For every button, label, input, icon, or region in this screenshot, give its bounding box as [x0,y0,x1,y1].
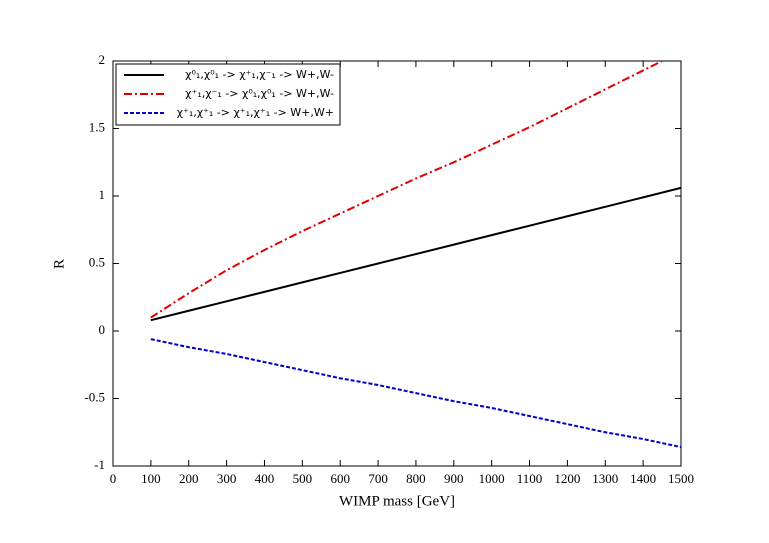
x-tick-label: 1300 [592,471,618,486]
y-tick-label: 0 [99,322,106,337]
x-tick-label: 1500 [668,471,694,486]
x-tick-label: 1000 [479,471,505,486]
y-tick-label: 1.5 [89,119,105,134]
x-tick-label: 200 [179,471,199,486]
x-tick-label: 0 [110,471,117,486]
x-tick-label: 600 [330,471,350,486]
y-axis-label: R [51,259,67,269]
y-tick-label: 2 [99,52,106,67]
series-line [150,61,665,319]
x-tick-label: 100 [141,471,161,486]
legend-label: χ⁺₁,χ⁻₁ -> χ⁰₁,χ⁰₁ -> W+,W- [185,87,334,100]
y-tick-label: -0.5 [84,389,105,404]
x-tick-label: 800 [406,471,426,486]
x-tick-label: 300 [217,471,237,486]
y-tick-label: 1 [99,187,106,202]
x-tick-label: 900 [444,471,464,486]
legend-label: χ⁺₁,χ⁺₁ -> χ⁺₁,χ⁺₁ -> W+,W+ [177,106,334,119]
series-line [150,186,681,322]
y-tick-label: 0.5 [89,254,105,269]
plot-area [150,61,681,449]
x-tick-label: 1200 [554,471,580,486]
x-axis-label: WIMP mass [GeV] [339,493,455,509]
x-tick-label: 700 [368,471,388,486]
x-tick-label: 500 [293,471,313,486]
x-tick-label: 1400 [630,471,656,486]
series-line [150,338,681,449]
x-tick-label: 400 [255,471,275,486]
y-tick-label: -1 [94,457,105,472]
x-tick-label: 1100 [517,471,543,486]
legend-label: χ⁰₁,χ⁰₁ -> χ⁺₁,χ⁻₁ -> W+,W- [185,68,334,81]
